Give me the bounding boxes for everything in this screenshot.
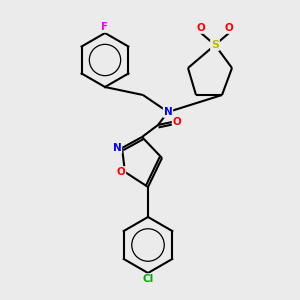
Text: N: N [164,107,172,117]
Text: O: O [172,117,182,127]
Text: O: O [117,167,125,177]
Text: O: O [225,23,233,33]
Text: O: O [196,23,206,33]
Text: S: S [211,40,219,50]
Text: N: N [112,143,122,153]
Text: F: F [101,22,109,32]
Text: Cl: Cl [142,274,154,284]
